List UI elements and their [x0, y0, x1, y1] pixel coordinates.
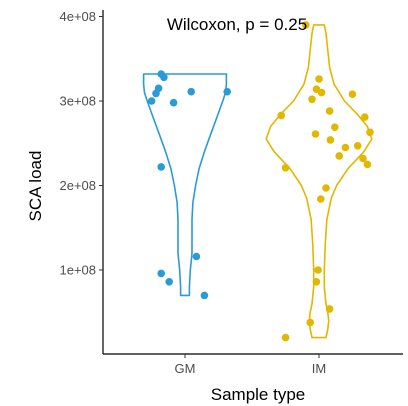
- data-point-im: [318, 89, 326, 97]
- x-tick-label: IM: [312, 361, 326, 376]
- y-tick-label: 4e+08: [59, 9, 96, 24]
- data-point-im: [331, 123, 339, 131]
- data-point-gm: [157, 270, 165, 278]
- data-point-gm: [201, 292, 209, 300]
- data-point-gm: [187, 88, 195, 96]
- data-point-im: [364, 161, 372, 169]
- y-tick-label: 1e+08: [59, 263, 96, 278]
- data-point-im: [326, 305, 334, 313]
- x-axis-title: Sample type: [211, 385, 306, 404]
- data-point-gm: [170, 99, 178, 107]
- data-point-gm: [160, 74, 168, 82]
- data-point-gm: [148, 97, 156, 105]
- data-point-im: [282, 334, 290, 342]
- data-point-im: [342, 144, 350, 152]
- data-point-im: [314, 266, 322, 274]
- y-axis-title: SCA load: [26, 151, 45, 222]
- y-tick-label: 2e+08: [59, 178, 96, 193]
- data-point-im: [361, 113, 369, 121]
- data-point-gm: [223, 88, 231, 96]
- data-point-im: [327, 136, 335, 144]
- data-point-gm: [155, 85, 163, 93]
- x-tick-label: GM: [175, 361, 196, 376]
- data-point-im: [313, 278, 321, 286]
- data-point-im: [308, 96, 316, 104]
- data-point-im: [312, 130, 320, 138]
- data-point-im: [335, 152, 343, 160]
- data-point-im: [349, 90, 357, 98]
- violin-layer: [144, 25, 372, 338]
- wilcoxon-annotation: Wilcoxon, p = 0.25: [167, 15, 307, 34]
- data-point-im: [282, 164, 290, 172]
- data-point-gm: [165, 278, 173, 286]
- data-point-gm: [193, 253, 201, 261]
- data-point-im: [354, 142, 362, 150]
- data-point-im: [306, 319, 314, 327]
- violin-im: [266, 25, 372, 338]
- data-point-im: [315, 75, 323, 83]
- axes: 1e+08 2e+08 3e+08 4e+08 GM IM: [59, 9, 403, 376]
- data-point-im: [366, 129, 374, 137]
- data-point-im: [326, 107, 334, 115]
- data-point-im: [317, 195, 325, 203]
- y-tick-label: 3e+08: [59, 94, 96, 109]
- data-point-im: [277, 112, 285, 120]
- data-point-im: [322, 184, 330, 192]
- violin-gm: [144, 74, 227, 295]
- data-point-gm: [157, 163, 165, 171]
